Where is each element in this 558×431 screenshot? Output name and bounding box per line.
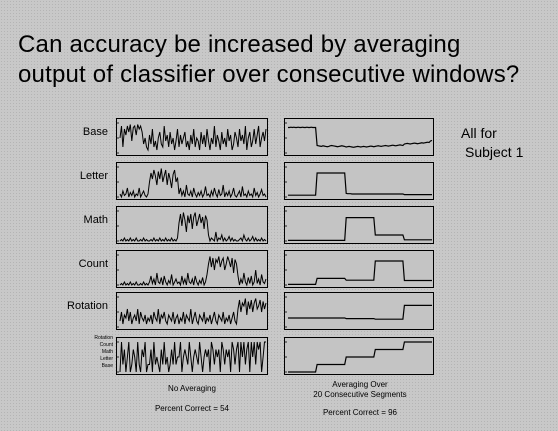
panel-plot — [285, 296, 432, 328]
panel-plot — [117, 341, 266, 373]
panel-plot — [285, 254, 432, 286]
title-line-1: Can accuracy be increased by averaging — [18, 31, 461, 58]
row-label-letter: Letter — [79, 170, 108, 182]
panel-math-averaged — [284, 206, 434, 244]
caption-averaging: Averaging Over 20 Consecutive Segments — [285, 380, 435, 400]
panel-classified-state-no-averaging — [116, 337, 268, 375]
state-axis-label-base: Base — [101, 363, 113, 369]
series-line-letter — [119, 168, 267, 199]
panel-plot — [285, 122, 433, 154]
percent-correct-no-averaging: Percent Correct = 54 — [154, 404, 230, 413]
slide-title: Can accuracy be increased by averaging o… — [18, 30, 548, 90]
series-line-math — [119, 212, 267, 243]
panel-letter-averaged — [284, 162, 434, 200]
panel-count-no-averaging — [116, 250, 268, 288]
panel-plot — [117, 254, 267, 287]
panel-plot — [285, 210, 432, 242]
row-label-math: Math — [83, 214, 108, 226]
series-line-classified-state — [288, 341, 432, 373]
title-line-2: output of classifier over consecutive wi… — [18, 61, 520, 88]
panel-plot — [117, 210, 267, 243]
state-axis-label-count: Count — [99, 342, 113, 348]
series-line-base — [119, 124, 267, 152]
panel-count-averaged — [284, 250, 434, 288]
caption-no-averaging-line-1: No Averaging — [168, 384, 216, 393]
panel-plot — [285, 166, 432, 198]
series-line-rotation — [119, 298, 267, 326]
caption-averaging-line-2: 20 Consecutive Segments — [313, 390, 407, 399]
panel-math-no-averaging — [116, 206, 268, 244]
series-line-rotation — [288, 304, 432, 320]
series-line-count — [288, 260, 432, 286]
subject-note: All for Subject 1 — [461, 124, 523, 162]
panel-plot — [117, 296, 267, 328]
panel-plot — [285, 341, 432, 373]
row-label-base: Base — [82, 126, 108, 138]
panel-rotation-averaged — [284, 292, 434, 330]
series-line-base — [288, 126, 433, 148]
series-line-letter — [288, 172, 432, 196]
row-label-rotation: Rotation — [67, 300, 108, 312]
subject-note-line-1: All for — [461, 125, 497, 141]
caption-no-averaging: No Averaging — [132, 384, 252, 394]
row-label-count: Count — [78, 258, 108, 270]
panel-plot — [117, 122, 267, 154]
state-axis-label-letter: Letter — [100, 356, 113, 362]
panel-base-averaged — [284, 118, 434, 156]
percent-correct-averaging: Percent Correct = 96 — [322, 408, 398, 417]
panel-base-no-averaging — [116, 118, 268, 156]
state-axis-label-math: Math — [101, 349, 113, 355]
panel-letter-no-averaging — [116, 162, 268, 200]
panel-rotation-no-averaging — [116, 292, 268, 330]
series-line-count — [119, 256, 267, 287]
subject-note-line-2: Subject 1 — [465, 144, 524, 160]
panel-classified-state-averaged — [284, 337, 434, 375]
state-axis-label-rotation: Rotation — [94, 335, 113, 341]
panel-plot — [117, 166, 267, 199]
series-line-classified-state — [119, 341, 266, 373]
series-line-math — [288, 217, 432, 242]
caption-averaging-line-1: Averaging Over — [332, 380, 388, 389]
